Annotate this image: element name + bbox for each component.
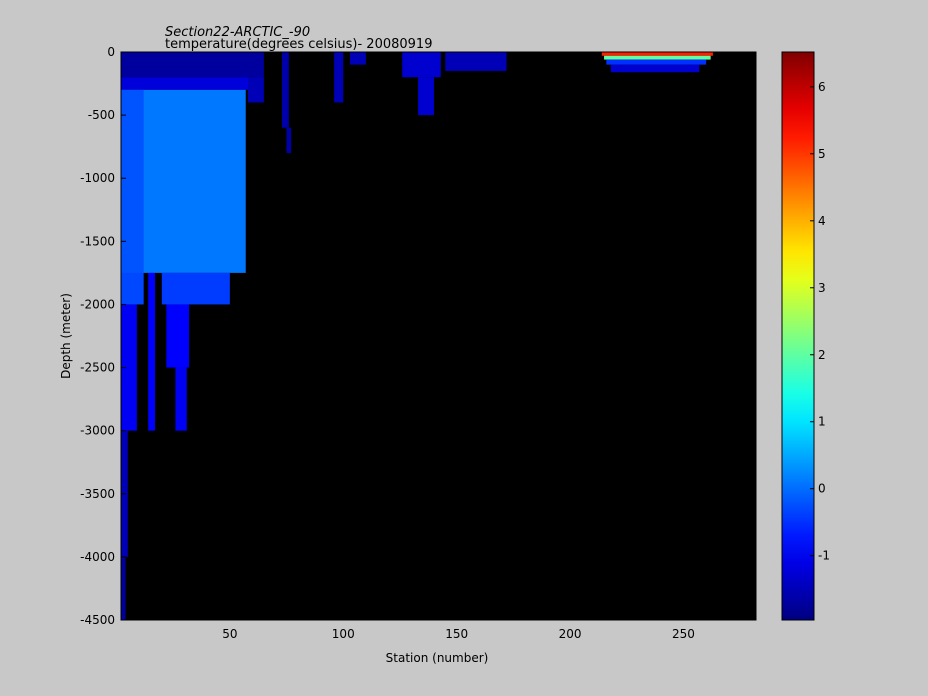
y-tick-label: 0 [107,45,115,59]
cell [610,64,700,73]
chart-title: Section22-ARCTIC_-90 [165,25,310,40]
y-axis-label: Depth (meter) [59,293,73,379]
colorbar-tick-label: 4 [818,214,826,228]
plot-frame [120,51,757,621]
cell [121,556,126,620]
cell [121,89,144,273]
cell [402,52,441,78]
y-tick-label: -500 [88,108,115,122]
cell [445,52,507,71]
y-tick-label: -3500 [80,487,115,501]
cell [418,77,434,116]
colorbar-tick-label: 6 [818,80,826,94]
x-tick-label: 150 [445,627,468,641]
x-axis-label: Station (number) [386,651,489,665]
cell [121,77,248,90]
cell [121,272,144,305]
colorbar-tick-label: -1 [818,549,830,563]
cell [175,367,187,431]
cell [121,304,137,431]
cell [166,304,190,368]
cell [604,55,711,60]
cell [334,52,344,103]
colorbar-tick-label: 2 [818,348,826,362]
cell [606,59,707,65]
colorbar [781,51,815,621]
cell [282,52,289,128]
y-tick-label: -1000 [80,171,115,185]
y-tick-label: -4000 [80,550,115,564]
cell [148,272,156,431]
colorbar-tick-label: 3 [818,281,826,295]
cell [601,52,713,56]
x-tick-label: 250 [672,627,695,641]
x-tick-label: 50 [222,627,237,641]
x-tick-label: 100 [332,627,355,641]
cell [161,272,230,305]
x-tick-label: 200 [559,627,582,641]
colorbar-tick-label: 1 [818,415,826,429]
cell [121,52,264,78]
y-tick-label: -1500 [80,234,115,248]
y-tick-label: -2500 [80,361,115,375]
y-tick-label: -4500 [80,613,115,627]
y-tick-label: -2000 [80,297,115,311]
y-tick-label: -3000 [80,424,115,438]
cell [248,77,264,103]
cell [350,52,366,65]
chart-subtitle: temperature(degrees celsius)- 20080919 [165,37,432,52]
colorbar-tick-label: 0 [818,482,826,496]
colorbar-tick-label: 5 [818,147,826,161]
cell [286,127,292,153]
